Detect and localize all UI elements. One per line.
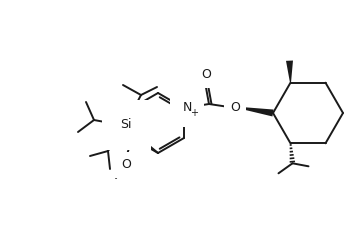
Text: Si: Si <box>120 119 132 131</box>
Text: O: O <box>121 158 131 171</box>
Text: O: O <box>230 101 240 115</box>
Polygon shape <box>286 61 293 83</box>
Polygon shape <box>235 106 274 116</box>
Text: +: + <box>190 108 198 118</box>
Text: N: N <box>182 101 192 115</box>
Text: O: O <box>201 69 211 82</box>
